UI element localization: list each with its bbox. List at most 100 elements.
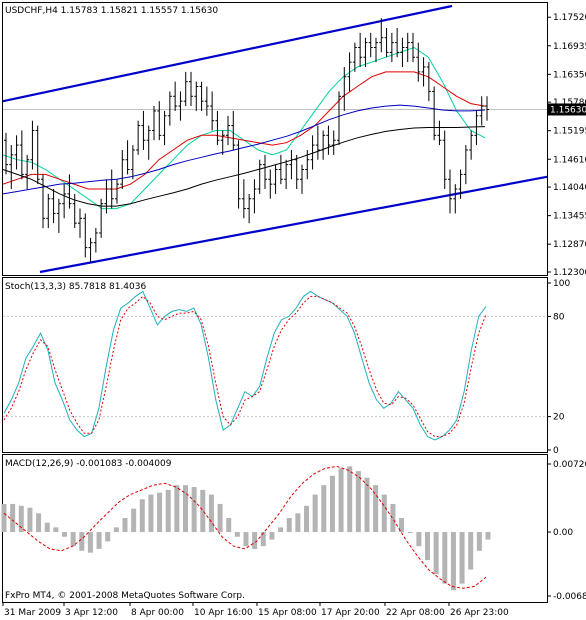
- macd-histogram-bar: [208, 494, 214, 533]
- macd-histogram-bar: [10, 503, 16, 533]
- price-bar: [442, 130, 447, 190]
- price-bar: [463, 145, 468, 185]
- price-bar: [432, 86, 437, 141]
- macd-histogram-bar: [407, 532, 413, 534]
- price-bar: [305, 149, 310, 180]
- price-bar: [115, 179, 119, 204]
- price-bar: [88, 237, 93, 263]
- stoch-signal-line: [3, 295, 487, 438]
- current-price-label: 1.15630: [550, 105, 586, 115]
- macd-histogram-bar: [148, 494, 154, 533]
- price-bar: [178, 91, 183, 121]
- macd-histogram-bar: [295, 513, 301, 533]
- macd-histogram-bar: [1, 503, 7, 533]
- price-bar: [342, 67, 347, 111]
- macd-histogram-bar: [364, 477, 370, 533]
- macd-histogram-bar: [183, 485, 188, 533]
- macd-histogram-bar: [44, 522, 50, 533]
- price-bar: [46, 193, 51, 229]
- price-bar: [326, 125, 331, 155]
- price-bar: [347, 52, 352, 92]
- price-axis-tick-label: 1.17520: [553, 13, 586, 23]
- macd-histogram-bar: [191, 487, 197, 533]
- price-bar: [41, 174, 45, 229]
- copyright-text: FxPro MT4, © 2001-2008 MetaQuotes Softwa…: [5, 591, 245, 601]
- price-bar: [337, 91, 341, 146]
- stoch-axis-tick-label: 0: [553, 446, 559, 456]
- price-bar: [469, 130, 474, 160]
- price-bar: [4, 132, 8, 175]
- price-axis-tick-label: 1.15780: [553, 98, 586, 108]
- stoch-plot: [3, 290, 547, 441]
- price-bar: [146, 125, 151, 160]
- price-bar: [421, 57, 426, 87]
- x-axis-tick-label: 10 Apr 16:00: [194, 608, 253, 618]
- macd-histogram-bar: [416, 532, 422, 547]
- macd-panel-frame: [2, 454, 548, 603]
- price-bar: [62, 184, 67, 219]
- price-axis-tick-label: 1.13455: [553, 212, 586, 222]
- macd-histogram-bar: [200, 489, 206, 533]
- price-axis-tick-label: 1.14610: [553, 155, 586, 165]
- x-axis-tick-label: 22 Apr 08:00: [386, 608, 445, 618]
- macd-histogram-bar: [286, 518, 292, 533]
- price-bar: [19, 130, 24, 180]
- macd-histogram-bar: [79, 532, 85, 551]
- macd-histogram-bar: [459, 532, 465, 584]
- axis-labels: 1.17520 1.16935 1.16350 1.15780 1.15195 1.146…: [2, 13, 586, 618]
- price-bar: [352, 42, 357, 72]
- price-bar: [479, 96, 484, 126]
- price-bar: [426, 62, 431, 102]
- price-bar: [226, 115, 230, 146]
- price-bar: [56, 198, 61, 233]
- macd-histogram-bar: [87, 532, 93, 553]
- price-bar: [215, 110, 220, 146]
- price-bar: [437, 120, 442, 146]
- price-bar: [331, 130, 336, 155]
- price-bar: [67, 174, 72, 209]
- stoch-axis-tick-label: 80: [553, 312, 565, 322]
- price-bar: [458, 169, 463, 199]
- price-plot: [2, 4, 548, 274]
- macd-axis-tick-label: 0.00: [553, 528, 573, 538]
- macd-axis-tick-label: -0.00682: [553, 592, 586, 602]
- price-bar: [241, 179, 246, 219]
- macd-histogram-bar: [329, 475, 335, 533]
- price-bar: [35, 125, 40, 185]
- macd-histogram-bar: [304, 505, 309, 533]
- price-bar: [284, 159, 289, 190]
- price-bar: [289, 149, 294, 180]
- price-bar: [300, 164, 304, 194]
- price-bar: [167, 91, 172, 126]
- macd-histogram-bar: [338, 468, 344, 533]
- macd-histogram-bar: [260, 532, 266, 547]
- macd-axis-tick-label: 0.00726: [553, 460, 586, 470]
- macd-histogram-bar: [226, 518, 232, 533]
- price-bar: [411, 32, 415, 63]
- price-bar: [157, 101, 162, 141]
- macd-histogram-bar: [468, 532, 474, 570]
- stoch-main-line: [3, 290, 487, 441]
- price-bar: [384, 27, 389, 58]
- stoch-axis-tick-label: 20: [553, 413, 565, 423]
- macd-histogram-bar: [62, 532, 67, 537]
- moving-average-line-2: [2, 71, 486, 190]
- price-bar: [294, 154, 299, 190]
- macd-histogram-bar: [243, 532, 249, 547]
- price-bar: [315, 125, 320, 160]
- macd-histogram-bar: [217, 503, 223, 533]
- price-bar: [25, 154, 30, 190]
- price-bar: [416, 42, 421, 82]
- price-bar: [194, 81, 199, 111]
- price-bar: [400, 37, 405, 68]
- macd-signal-line: [3, 465, 487, 589]
- price-bar: [220, 130, 225, 155]
- price-bar: [363, 37, 368, 68]
- macd-histogram-bar: [105, 532, 111, 542]
- macd-histogram-bar: [442, 532, 448, 584]
- macd-histogram-bar: [399, 518, 405, 533]
- channel-lower-line: [39, 175, 548, 274]
- macd-histogram-bar: [269, 532, 275, 540]
- macd-histogram-bar: [70, 532, 76, 547]
- macd-histogram-bar: [433, 532, 439, 575]
